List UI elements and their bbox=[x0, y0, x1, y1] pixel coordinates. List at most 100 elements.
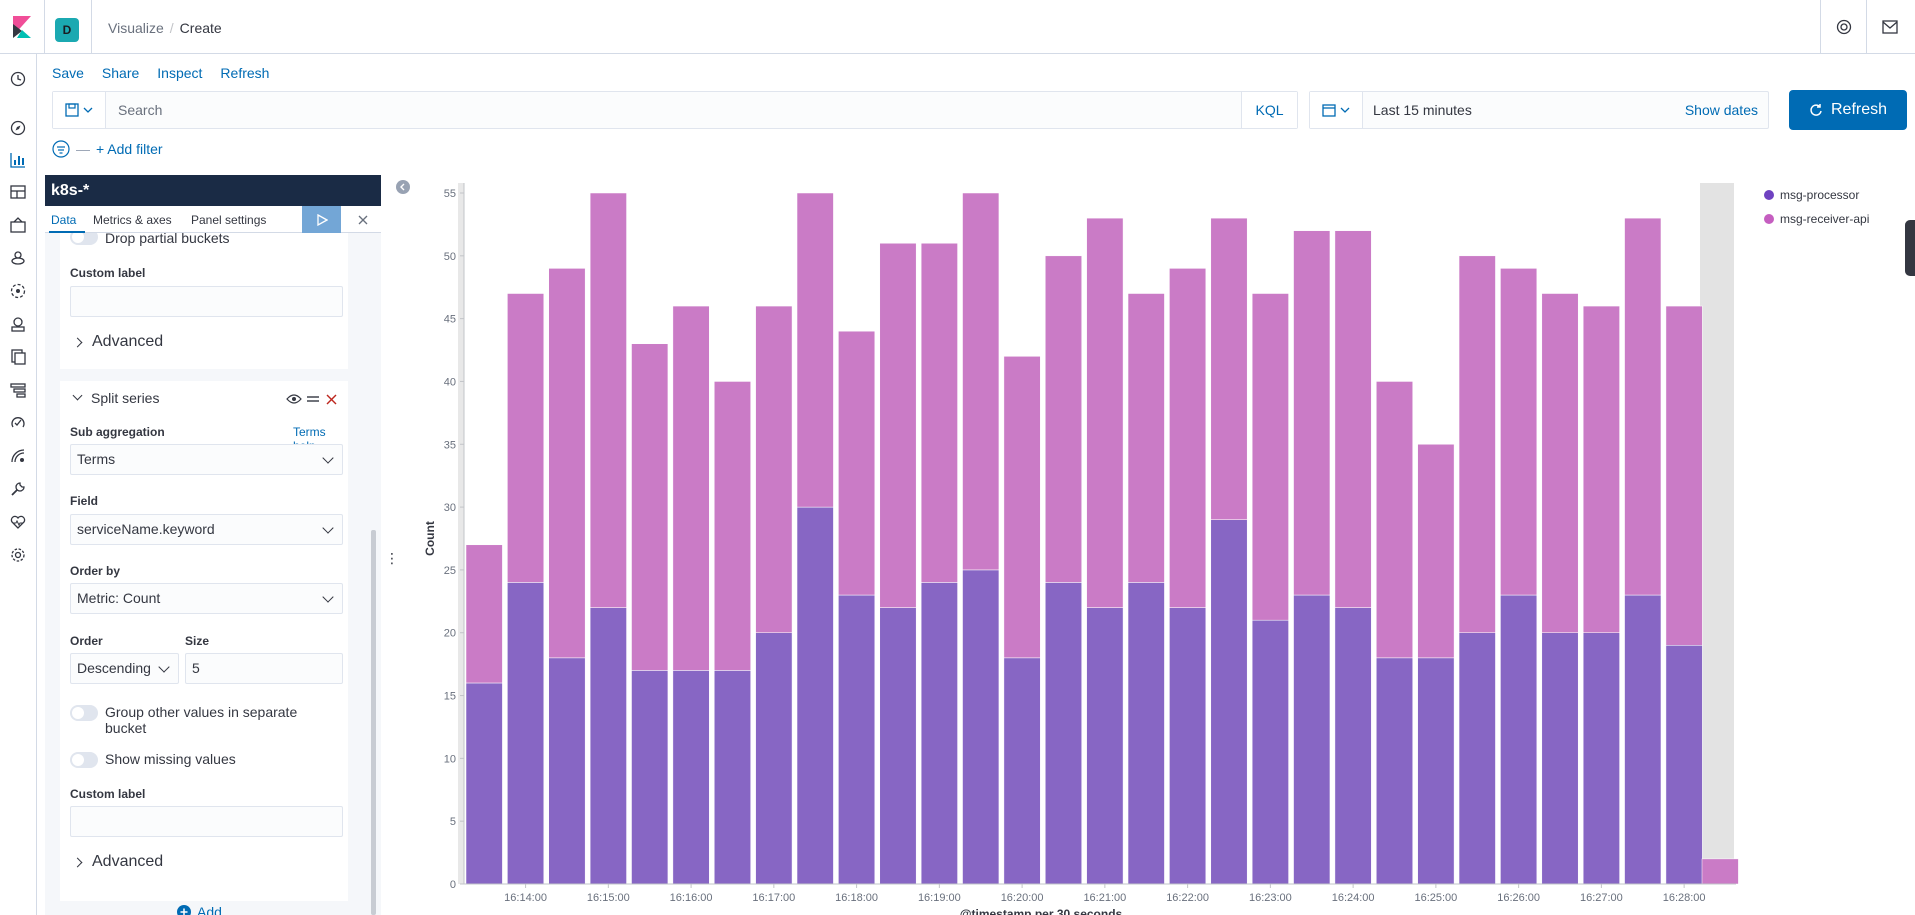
bar-msg-processor bbox=[1293, 594, 1331, 885]
add-filter-link[interactable]: + Add filter bbox=[96, 141, 163, 157]
bar-msg-receiver-api bbox=[714, 381, 751, 671]
advanced-toggle[interactable]: Advanced bbox=[92, 853, 164, 870]
right-edge-handle[interactable] bbox=[1905, 220, 1915, 276]
management-gear-icon[interactable] bbox=[9, 546, 27, 564]
tab-panel-settings[interactable]: Panel settings bbox=[191, 213, 267, 227]
bar-msg-receiver-api bbox=[507, 293, 545, 583]
x-tick-label: 16:24:00 bbox=[1332, 892, 1375, 904]
x-tick-label: 16:20:00 bbox=[1001, 892, 1044, 904]
remove-x-icon[interactable] bbox=[326, 394, 337, 405]
tab-data[interactable]: Data bbox=[51, 213, 77, 227]
uptime-icon[interactable] bbox=[9, 414, 27, 432]
bar-msg-receiver-api bbox=[548, 268, 586, 659]
space-avatar[interactable]: D bbox=[55, 18, 79, 42]
ml-icon[interactable] bbox=[9, 282, 27, 300]
kibana-logo[interactable] bbox=[0, 0, 45, 54]
bar-msg-processor bbox=[672, 670, 710, 885]
custom-label-input[interactable] bbox=[70, 286, 343, 317]
partial-bucket-shade-left bbox=[458, 183, 464, 884]
apply-changes-button[interactable] bbox=[302, 206, 341, 233]
y-tick-label: 15 bbox=[444, 691, 456, 703]
date-picker: Last 15 minutes Show dates bbox=[1309, 91, 1769, 129]
quick-select-button[interactable] bbox=[1310, 92, 1363, 128]
sub-aggregation-select[interactable]: Terms bbox=[70, 444, 343, 475]
bar-msg-receiver-api bbox=[1045, 255, 1082, 583]
order-by-select[interactable]: Metric: Count bbox=[70, 583, 343, 614]
monitoring-heart-icon[interactable] bbox=[9, 513, 27, 531]
mail-icon bbox=[1881, 20, 1898, 34]
canvas-icon[interactable] bbox=[9, 216, 27, 234]
save-link[interactable]: Save bbox=[52, 65, 84, 81]
discover-compass-icon[interactable] bbox=[9, 119, 27, 137]
filter-options-icon[interactable] bbox=[52, 140, 70, 158]
bar-msg-receiver-api bbox=[1665, 305, 1703, 646]
help-button[interactable] bbox=[1820, 0, 1866, 54]
share-link[interactable]: Share bbox=[101, 65, 140, 81]
dev-tools-wrench-icon[interactable] bbox=[9, 480, 27, 498]
drop-partial-buckets-toggle[interactable] bbox=[70, 233, 98, 245]
show-missing-toggle[interactable] bbox=[70, 752, 98, 768]
eye-icon[interactable] bbox=[286, 393, 302, 405]
legend-item-msg-receiver-api[interactable]: msg-receiver-api bbox=[1764, 212, 1869, 226]
refresh-button[interactable]: Refresh bbox=[1789, 90, 1907, 130]
bar-msg-processor bbox=[1127, 582, 1165, 885]
maps-icon[interactable] bbox=[9, 249, 27, 267]
legend-dot-msg-receiver-api bbox=[1764, 214, 1774, 224]
x-tick-label: 16:22:00 bbox=[1166, 892, 1209, 904]
collapse-sidebar-button[interactable] bbox=[396, 180, 410, 194]
newsfeed-button[interactable] bbox=[1866, 0, 1912, 54]
bar-msg-processor bbox=[1417, 657, 1455, 885]
date-range-text[interactable]: Last 15 minutes bbox=[1373, 102, 1472, 118]
bar-msg-receiver-api bbox=[920, 243, 958, 583]
bar-msg-receiver-api bbox=[1458, 255, 1496, 633]
x-tick-label: 16:14:00 bbox=[504, 892, 547, 904]
y-tick-label: 35 bbox=[444, 439, 456, 451]
group-other-toggle[interactable] bbox=[70, 705, 98, 721]
chevron-down-icon[interactable] bbox=[72, 390, 83, 401]
play-icon bbox=[316, 213, 328, 226]
bar-msg-receiver-api bbox=[1086, 217, 1124, 608]
add-aggregation-label: Add bbox=[197, 904, 222, 915]
bar-msg-receiver-api bbox=[1541, 293, 1579, 633]
x-tick-label: 16:23:00 bbox=[1249, 892, 1292, 904]
siem-icon[interactable] bbox=[9, 447, 27, 465]
size-input[interactable]: 5 bbox=[185, 653, 343, 684]
calendar-icon bbox=[1322, 104, 1336, 117]
order-by-label: Order by bbox=[70, 564, 121, 578]
field-select[interactable]: serviceName.keyword bbox=[70, 514, 343, 545]
refresh-icon bbox=[1810, 104, 1822, 116]
breadcrumb-separator: / bbox=[169, 20, 174, 36]
y-tick-label: 40 bbox=[444, 376, 456, 388]
breadcrumb-visualize[interactable]: Visualize bbox=[108, 20, 164, 36]
partial-bucket-shade-right bbox=[1700, 183, 1734, 884]
legend-item-msg-processor[interactable]: msg-processor bbox=[1764, 188, 1859, 202]
bar-msg-processor bbox=[838, 594, 876, 885]
tab-metrics-axes[interactable]: Metrics & axes bbox=[93, 213, 172, 227]
infrastructure-icon[interactable] bbox=[9, 315, 27, 333]
dashboard-icon[interactable] bbox=[9, 183, 27, 201]
search-input[interactable] bbox=[106, 92, 1241, 128]
x-tick-label: 16:15:00 bbox=[587, 892, 630, 904]
inspect-link[interactable]: Inspect bbox=[157, 65, 203, 81]
resize-handle-icon[interactable]: ⋮ bbox=[385, 550, 399, 566]
apm-icon[interactable] bbox=[9, 381, 27, 399]
bar-msg-processor bbox=[1541, 632, 1579, 885]
discard-changes-button[interactable] bbox=[345, 206, 381, 233]
advanced-toggle[interactable]: Advanced bbox=[92, 333, 164, 350]
drag-handle-icon[interactable] bbox=[307, 394, 319, 404]
logs-icon[interactable] bbox=[9, 348, 27, 366]
refresh-link[interactable]: Refresh bbox=[220, 65, 270, 81]
kql-language-toggle[interactable]: KQL bbox=[1241, 92, 1297, 128]
visualize-chart-icon[interactable] bbox=[9, 151, 27, 169]
bar-msg-processor bbox=[796, 506, 834, 885]
bar-msg-processor bbox=[1334, 607, 1372, 885]
order-select[interactable]: Descending bbox=[70, 653, 179, 684]
field-label: Field bbox=[70, 494, 99, 508]
show-dates-link[interactable]: Show dates bbox=[1684, 102, 1758, 118]
add-aggregation-button[interactable]: Add bbox=[177, 904, 222, 915]
custom-label-input[interactable] bbox=[70, 806, 343, 837]
editor-scrollbar[interactable] bbox=[371, 530, 376, 915]
y-tick-label: 5 bbox=[450, 816, 456, 828]
recently-viewed-clock-icon[interactable] bbox=[9, 70, 27, 88]
saved-query-button[interactable] bbox=[53, 92, 106, 128]
